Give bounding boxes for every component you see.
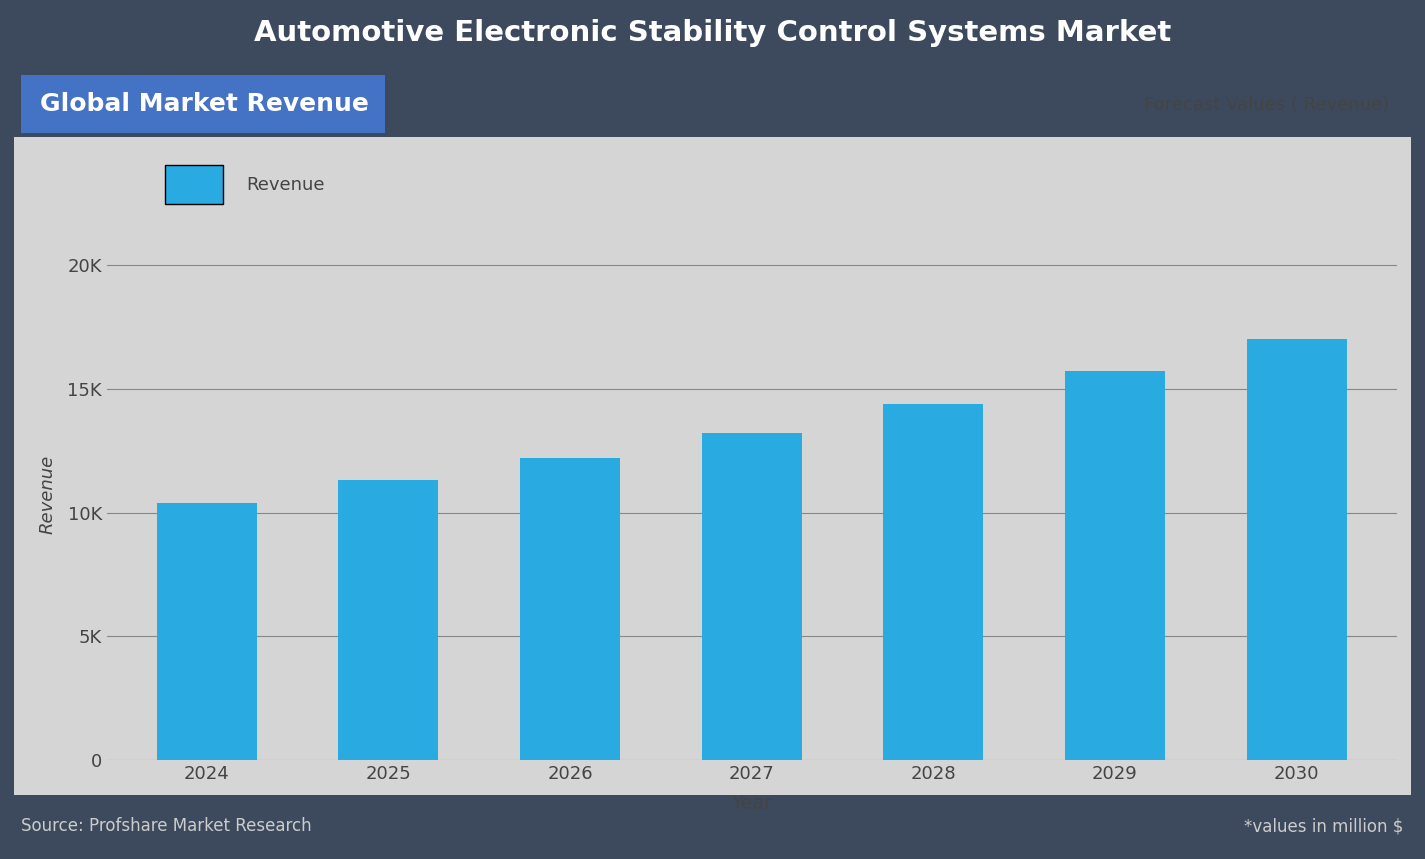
Text: *values in million $: *values in million $ [1244, 818, 1404, 835]
FancyBboxPatch shape [165, 166, 222, 204]
Text: Source: Profshare Market Research: Source: Profshare Market Research [21, 818, 312, 835]
X-axis label: Year: Year [731, 795, 772, 813]
Text: Global Market Revenue: Global Market Revenue [40, 92, 369, 116]
Text: Revenue: Revenue [247, 176, 325, 193]
Bar [1064, 371, 1164, 760]
Text: Forecast Values ( Revenue): Forecast Values ( Revenue) [1144, 96, 1389, 113]
Bar [884, 404, 983, 760]
Text: Automotive Electronic Stability Control Systems Market: Automotive Electronic Stability Control … [254, 19, 1171, 46]
Bar [701, 433, 802, 760]
Y-axis label: Revenue: Revenue [38, 454, 56, 533]
Bar [1247, 339, 1347, 760]
Bar [157, 503, 256, 760]
Bar [339, 480, 439, 760]
Bar [520, 458, 620, 760]
